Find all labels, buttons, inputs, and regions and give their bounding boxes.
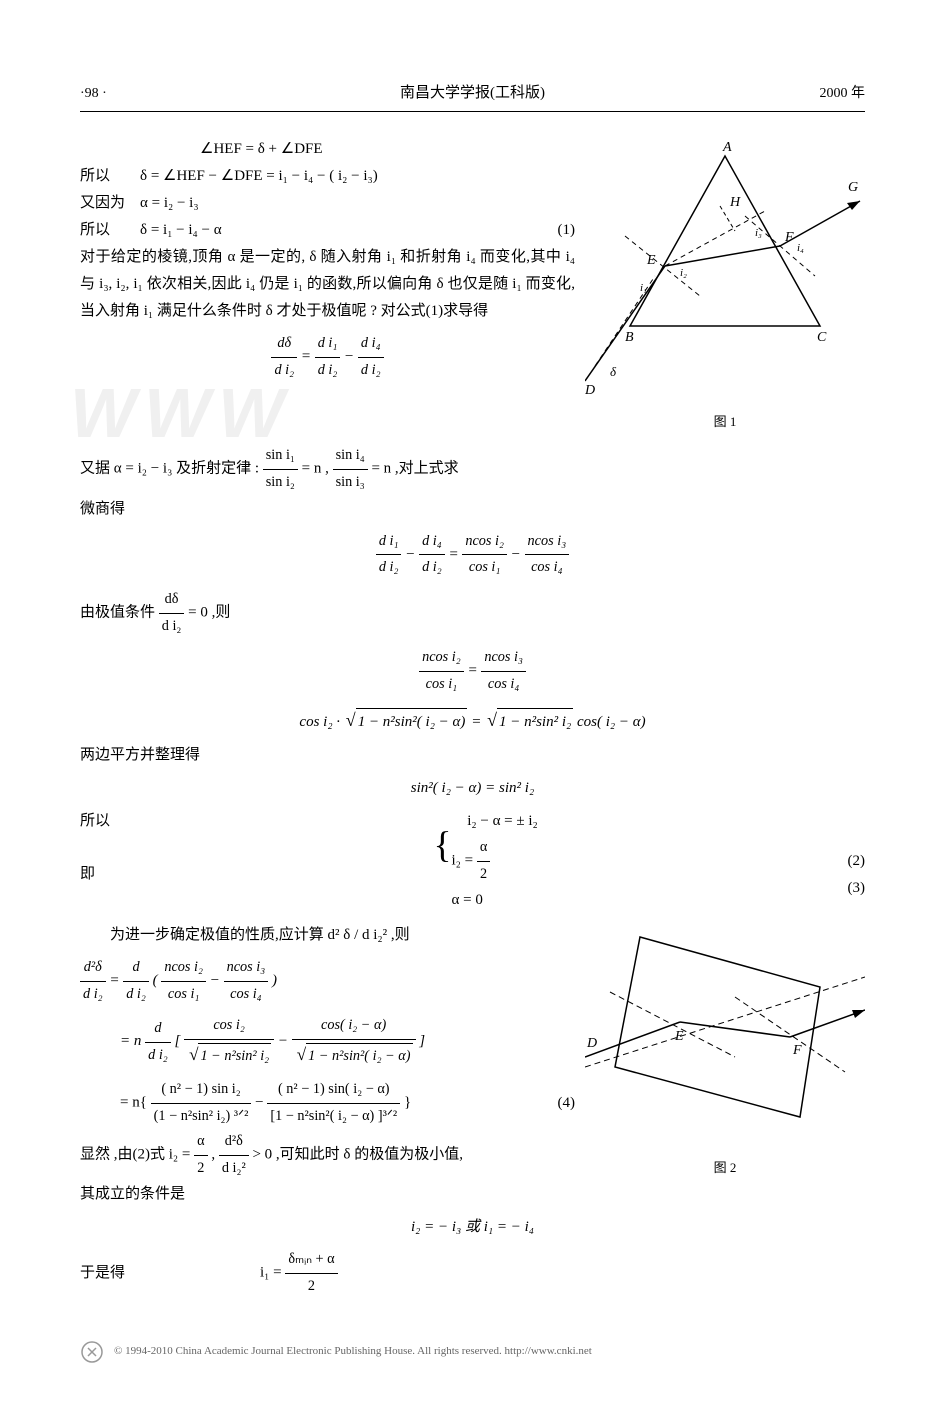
lead-suoyi-2: 所以 [80, 217, 140, 244]
lead-yushide: 于是得 [80, 1260, 140, 1287]
paragraph-extremum-condition: 由极值条件 dδd i₂ = 0 ,则 [80, 587, 865, 639]
svg-text:i₄: i₄ [797, 242, 804, 254]
equation-3-label: (3) [825, 875, 865, 902]
svg-text:G: G [848, 180, 858, 195]
equation-4-line3: = n{ ( n² − 1) sin i₂(1 − n²sin² i₂) ³ᐟ²… [120, 1077, 535, 1129]
year-label: 2000 年 [785, 81, 865, 106]
equation-1: δ = i₁ − i₄ − α [140, 217, 535, 244]
page-header: ·98 · 南昌大学学报(工科版) 2000 年 [80, 80, 865, 112]
prism-diagram-icon: A B C D E F G H δ i₁ i₂ i₃ i₄ [585, 136, 865, 396]
svg-text:D: D [586, 1036, 597, 1051]
svg-text:C: C [817, 330, 827, 345]
equation-delta-def: δ = ∠HEF − ∠DFE = i₁ − i₄ − ( i₂ − i₃) [140, 163, 575, 190]
lead-ji: 即 [80, 861, 140, 888]
equation-cos-sqrt: cos i₂ · 1 − n²sin²( i₂ − α) = 1 − n²sin… [80, 704, 865, 736]
lead-suoyi-3: 所以 [80, 808, 140, 835]
equation-1-label: (1) [535, 217, 575, 244]
figure-2-caption: 图 2 [585, 1156, 865, 1179]
svg-text:B: B [625, 330, 634, 345]
svg-text:i₃: i₃ [755, 227, 762, 239]
parallel-plate-diagram-icon: D E F [585, 922, 865, 1142]
equation-alpha: α = i₂ − i₃ [140, 190, 575, 217]
journal-title: 南昌大学学报(工科版) [160, 80, 785, 107]
lead-youyinwei: 又因为 [80, 190, 140, 217]
svg-text:E: E [674, 1029, 684, 1044]
paragraph-condition-holds: 其成立的条件是 [80, 1181, 865, 1208]
svg-text:H: H [729, 195, 741, 210]
svg-text:D: D [585, 383, 595, 396]
equation-2-label: (2) [825, 848, 865, 875]
paragraph-snell: 又据 α = i₂ − i₃ 及折射定律 : sin i₁sin i₂ = n … [80, 443, 865, 495]
paragraph-square-both: 两边平方并整理得 [80, 742, 865, 769]
figure-1: A B C D E F G H δ i₁ i₂ i₃ i₄ 图 1 [585, 136, 865, 433]
page-content: A B C D E F G H δ i₁ i₂ i₃ i₄ 图 1 ∠HEF =… [80, 136, 865, 1300]
page-number: ·98 · [80, 81, 160, 106]
figure-2: D E F 图 2 [585, 922, 865, 1179]
svg-text:A: A [722, 140, 732, 155]
paragraph-weishang: 微商得 [80, 496, 865, 523]
equation-i1-result: i₁ = δₘᵢₙ + α2 [140, 1247, 865, 1299]
svg-text:F: F [784, 230, 794, 245]
equation-4-label: (4) [535, 1090, 575, 1117]
equation-i2-alpha: i₂ − α = ± i₂ [140, 808, 865, 835]
lead-suoyi: 所以 [80, 163, 140, 190]
svg-text:i₁: i₁ [640, 282, 647, 294]
svg-text:F: F [792, 1043, 802, 1058]
equation-sin2: sin²( i₂ − α) = sin² i₂ [80, 775, 865, 802]
svg-text:δ: δ [610, 364, 617, 379]
figure-1-caption: 图 1 [585, 410, 865, 433]
equation-line-hef: ∠HEF = δ + ∠DFE [140, 136, 575, 163]
svg-text:i₂: i₂ [680, 267, 687, 279]
equation-condition: i₂ = − i₃ 或 i₁ = − i₄ [80, 1214, 865, 1241]
equation-brace-cases: i₂ = α2 α = 0 [140, 835, 825, 914]
equation-ncos-equal: ncos i₂cos i₁ = ncos i₃cos i₄ [80, 645, 865, 697]
svg-text:E: E [646, 253, 656, 268]
equation-di1-di4: d i₁d i₂ − d i₄d i₂ = ncos i₂cos i₁ − nc… [80, 529, 865, 581]
